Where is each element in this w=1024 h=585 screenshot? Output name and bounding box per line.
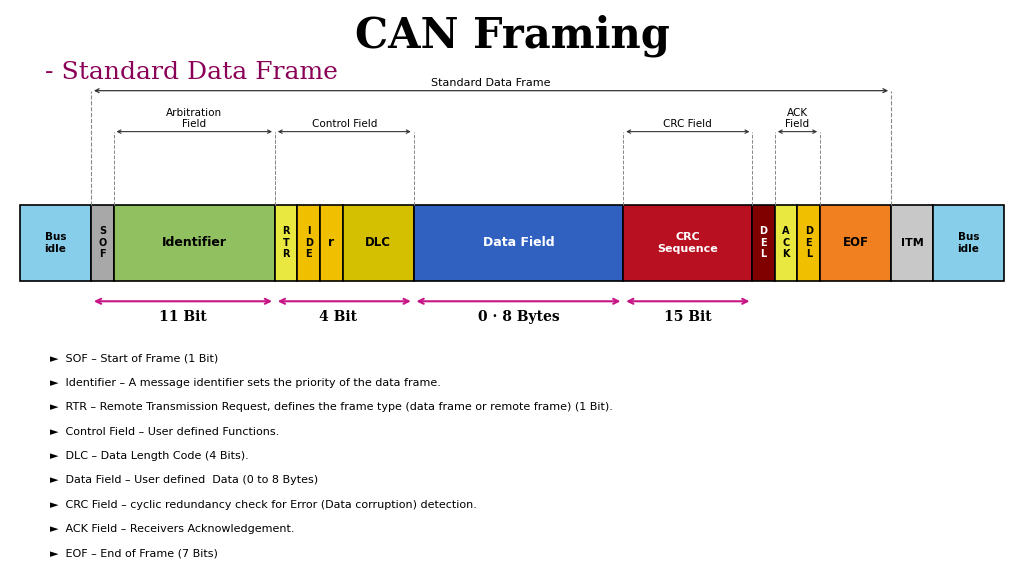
Text: ►  EOF – End of Frame (7 Bits): ► EOF – End of Frame (7 Bits) [50, 548, 218, 558]
Text: ►  ACK Field – Receivers Acknowledgement.: ► ACK Field – Receivers Acknowledgement. [50, 524, 295, 534]
Bar [624, 205, 753, 281]
Text: DLC: DLC [366, 236, 391, 249]
Text: ►  CRC Field – cyclic redundancy check for Error (Data corruption) detection.: ► CRC Field – cyclic redundancy check fo… [50, 500, 477, 510]
Text: I
D
E: I D E [305, 226, 312, 259]
Text: r: r [329, 236, 335, 249]
Text: CRC Field: CRC Field [664, 119, 712, 129]
Text: 0 · 8 Bytes: 0 · 8 Bytes [477, 310, 559, 324]
Text: S
O
F: S O F [98, 226, 106, 259]
Bar [20, 205, 91, 281]
Text: ►  SOF – Start of Frame (1 Bit): ► SOF – Start of Frame (1 Bit) [50, 354, 218, 364]
Text: ►  Data Field – User defined  Data (0 to 8 Bytes): ► Data Field – User defined Data (0 to 8… [50, 475, 318, 486]
Text: EOF: EOF [843, 236, 868, 249]
Bar [91, 205, 114, 281]
Text: 11 Bit: 11 Bit [159, 310, 207, 324]
Bar [933, 205, 1004, 281]
Text: Identifier: Identifier [162, 236, 226, 249]
Text: Standard Data Frame: Standard Data Frame [431, 78, 551, 88]
Bar [798, 205, 820, 281]
Bar [820, 205, 891, 281]
Text: R
T
R: R T R [283, 226, 290, 259]
Text: 15 Bit: 15 Bit [664, 310, 712, 324]
Text: CRC
Sequence: CRC Sequence [657, 232, 718, 253]
Bar [891, 205, 933, 281]
Text: ACK
Field: ACK Field [785, 108, 810, 129]
Bar [114, 205, 274, 281]
Text: D
E
L: D E L [760, 226, 768, 259]
Text: ITM: ITM [901, 238, 924, 248]
Text: 4 Bit: 4 Bit [318, 310, 356, 324]
Bar [414, 205, 624, 281]
Bar [343, 205, 414, 281]
Text: Data Field: Data Field [482, 236, 554, 249]
Text: - Standard Data Frame: - Standard Data Frame [45, 61, 338, 84]
Text: ►  Identifier – A message identifier sets the priority of the data frame.: ► Identifier – A message identifier sets… [50, 378, 441, 388]
Text: CAN Framing: CAN Framing [354, 15, 670, 57]
Text: ►  RTR – Remote Transmission Request, defines the frame type (data frame or remo: ► RTR – Remote Transmission Request, def… [50, 402, 613, 412]
Bar [775, 205, 798, 281]
Text: ►  Control Field – User defined Functions.: ► Control Field – User defined Functions… [50, 427, 280, 437]
Text: Control Field: Control Field [311, 119, 377, 129]
Text: Arbitration
Field: Arbitration Field [166, 108, 222, 129]
Text: A
C
K: A C K [782, 226, 790, 259]
Text: ►  DLC – Data Length Code (4 Bits).: ► DLC – Data Length Code (4 Bits). [50, 451, 249, 461]
Bar [274, 205, 298, 281]
Bar [753, 205, 775, 281]
Text: D
E
L: D E L [805, 226, 813, 259]
Bar [298, 205, 321, 281]
Text: Bus
idle: Bus idle [957, 232, 979, 253]
Bar [321, 205, 343, 281]
Text: Bus
idle: Bus idle [45, 232, 67, 253]
